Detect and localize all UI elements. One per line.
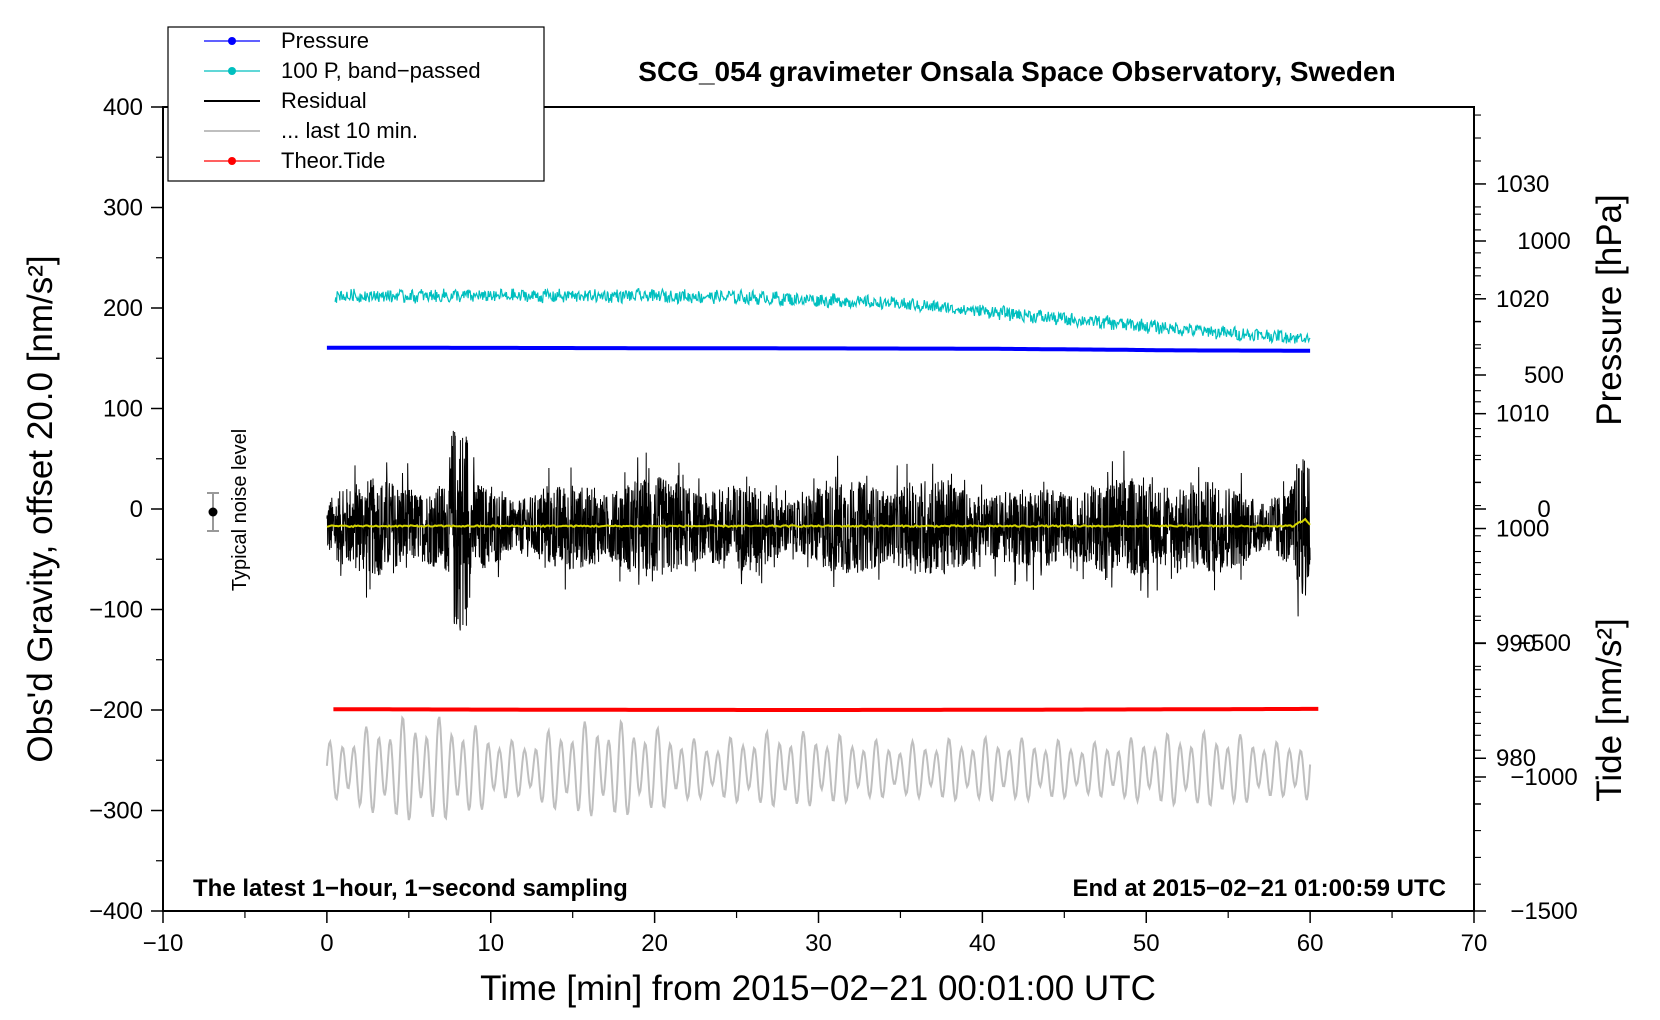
tide-tick-label: −1500 <box>1510 898 1577 925</box>
pressure-tick-label: 1030 <box>1496 171 1549 198</box>
legend: Pressure 100 P, band−passed Residual ... la… <box>167 26 545 182</box>
tide-tick-label: 0 <box>1537 496 1550 523</box>
chart-title: SCG_054 gravimeter Onsala Space Observat… <box>638 56 1395 87</box>
y-left-tick-label: 200 <box>103 295 143 322</box>
y-axis-title-tide: Tide [nm/s²] <box>1590 618 1629 801</box>
y-left-tick-label: 0 <box>130 496 143 523</box>
y-left-tick-label: −200 <box>89 697 143 724</box>
pressure-tick-label: 990 <box>1496 630 1536 657</box>
series-smoothed-residual <box>326 517 1311 529</box>
tick-layer: −10 0 10 20 30 40 50 60 70−400−300−200−100010020… <box>89 94 1578 957</box>
legend-marker <box>228 157 236 165</box>
x-tick-label: −10 <box>143 930 184 957</box>
legend-label: ... last 10 min. <box>281 118 418 143</box>
x-tick-label: 0 <box>320 930 333 957</box>
series-residual <box>326 430 1311 631</box>
x-axis-title: Time [min] from 2015−02−21 00:01:00 UTC <box>480 969 1156 1008</box>
pressure-tick-label: 1000 <box>1496 516 1549 543</box>
x-tick-label: 50 <box>1133 930 1160 957</box>
x-tick-label: 70 <box>1461 930 1488 957</box>
legend-label: Pressure <box>281 28 369 53</box>
series-pressure <box>326 345 1311 353</box>
annotation-bottom-right: End at 2015−02−21 01:00:59 UTC <box>1072 875 1446 902</box>
noise-label: Typical noise level <box>229 429 251 591</box>
series-theoretical-tide <box>333 706 1319 712</box>
legend-marker <box>228 37 236 45</box>
annotation-bottom-left: The latest 1−hour, 1−second sampling <box>193 875 628 902</box>
tide-tick-label: 500 <box>1524 362 1564 389</box>
series-band-passed-pressure <box>334 287 1311 345</box>
legend-label: Residual <box>281 88 367 113</box>
y-left-tick-label: −400 <box>89 898 143 925</box>
y-left-tick-label: 300 <box>103 195 143 222</box>
y-axis-title-pressure: Pressure [hPa] <box>1590 194 1629 426</box>
x-tick-label: 60 <box>1297 930 1324 957</box>
pressure-tick-label: 980 <box>1496 745 1536 772</box>
y-left-tick-label: 100 <box>103 396 143 423</box>
x-tick-label: 40 <box>969 930 996 957</box>
series-layer <box>325 287 1319 821</box>
pressure-tick-label: 1020 <box>1496 286 1549 313</box>
noise-indicator: Typical noise level <box>207 429 251 591</box>
legend-box <box>167 26 545 182</box>
y-left-tick-label: −100 <box>89 597 143 624</box>
plot-frame <box>162 106 1475 912</box>
x-tick-label: 20 <box>641 930 668 957</box>
x-tick-label: 30 <box>805 930 832 957</box>
y-left-tick-label: −300 <box>89 798 143 825</box>
legend-label: Theor.Tide <box>281 148 385 173</box>
legend-marker <box>228 67 236 75</box>
y-axis-title-left: Obs'd Gravity, offset 20.0 [nm/s²] <box>21 255 60 762</box>
x-tick-label: 10 <box>477 930 504 957</box>
tide-tick-label: 1000 <box>1517 228 1570 255</box>
tide-tick-label: −500 <box>1517 630 1571 657</box>
tide-tick-label: −1000 <box>1510 764 1577 791</box>
y-left-tick-label: 400 <box>103 94 143 121</box>
series-last-10-min <box>325 715 1312 821</box>
noise-point <box>208 507 218 517</box>
pressure-tick-label: 1010 <box>1496 401 1549 428</box>
legend-label: 100 P, band−passed <box>281 58 481 83</box>
